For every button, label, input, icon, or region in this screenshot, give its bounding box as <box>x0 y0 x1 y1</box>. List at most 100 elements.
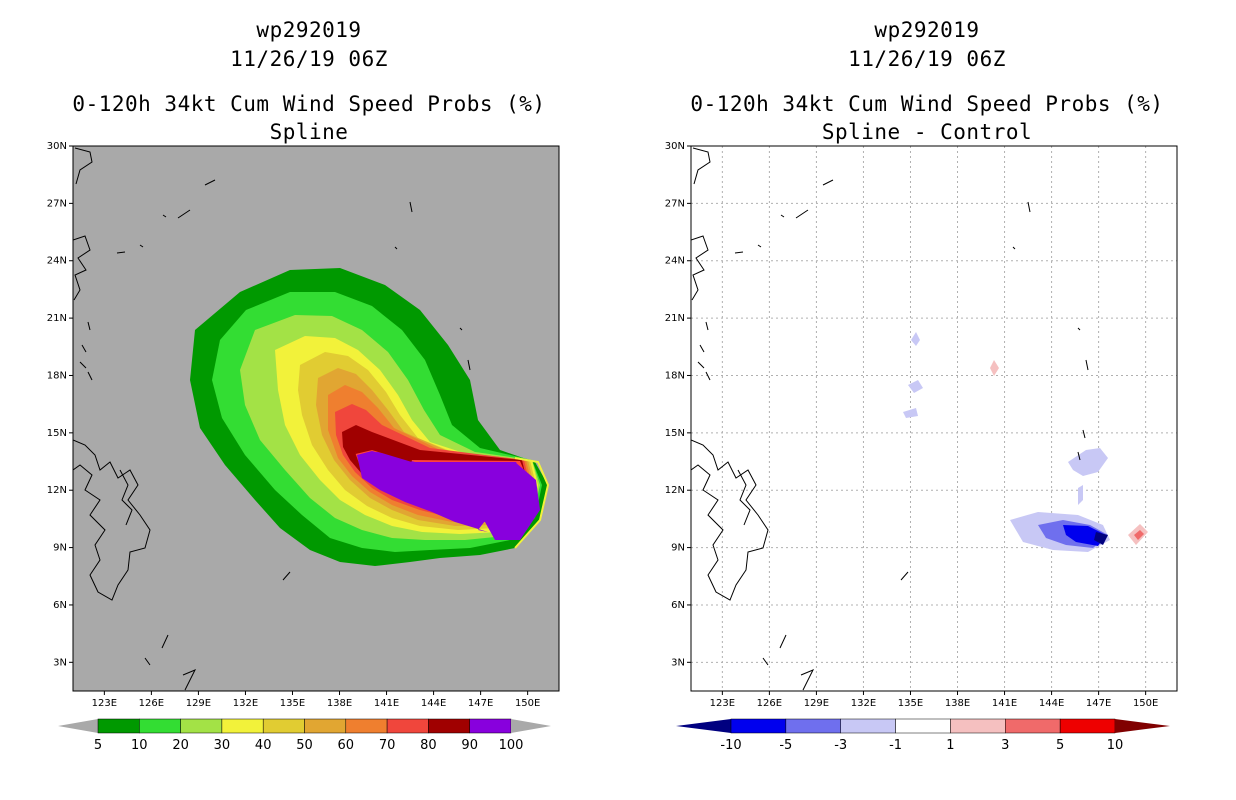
y-tick-label: 27N <box>47 198 67 209</box>
colorbar-box <box>895 718 951 734</box>
x-tick-label: 138E <box>327 698 352 709</box>
chart-title: 0-120h 34kt Cum Wind Speed Probs (%) <box>690 92 1164 116</box>
colorbar-label: 20 <box>172 738 189 753</box>
colorbar-boxes <box>97 718 512 734</box>
map-frame <box>72 145 560 692</box>
datetime: 11/26/19 06Z <box>848 47 1006 71</box>
probability-contours <box>73 147 550 691</box>
y-tick-label: 12N <box>665 485 685 496</box>
y-tick-label: 6N <box>671 600 685 611</box>
y-tick-label: 6N <box>53 600 67 611</box>
x-tick-label: 141E <box>374 698 399 709</box>
x-tick-label: 126E <box>757 698 782 709</box>
colorbar-box <box>97 718 140 734</box>
colorbar-label: 1 <box>946 738 954 753</box>
colorbar: 5 10 20 30 40 50 60 70 80 90 100 <box>58 718 551 753</box>
x-tick-label: 126E <box>139 698 164 709</box>
colorbar-left-arrow <box>58 719 98 733</box>
colorbar-label: 3 <box>1001 738 1009 753</box>
colorbar-label: 30 <box>214 738 231 753</box>
colorbar-labels: -10 -5 -3 -1 1 3 5 10 <box>720 738 1123 753</box>
right-map-svg: 123E 126E 129E 132E 135E 138E 141E 144E 147E 150E… <box>665 141 1178 753</box>
colorbar-label: -3 <box>834 738 847 753</box>
map-frame <box>690 145 1178 692</box>
y-tick-label: 3N <box>53 657 67 668</box>
y-tick-label: 9N <box>671 543 685 554</box>
colorbar-label: 70 <box>379 738 396 753</box>
difference-contours <box>691 147 1148 691</box>
colorbar-box <box>950 718 1006 734</box>
colorbar-box <box>345 718 388 734</box>
y-tick-label: 27N <box>665 198 685 209</box>
chart-subtitle: Spline - Control <box>821 120 1033 144</box>
colorbar-label: 10 <box>1107 738 1124 753</box>
x-tick-label: 147E <box>468 698 493 709</box>
colorbar: -10 -5 -3 -1 1 3 5 10 <box>676 718 1170 753</box>
y-tick-label: 9N <box>53 543 67 554</box>
colorbar-label: -1 <box>889 738 902 753</box>
diff-neg-small-2 <box>1078 485 1083 505</box>
colorbar-label: 80 <box>420 738 437 753</box>
left-map-svg: 123E 126E 129E 132E 135E 138E 141E 144E 147E 150E… <box>47 141 560 753</box>
colorbar-label: 50 <box>296 738 313 753</box>
coastlines <box>691 147 1089 691</box>
chart-title: 0-120h 34kt Cum Wind Speed Probs (%) <box>72 92 546 116</box>
map-background <box>691 146 1177 691</box>
colorbar-label: -10 <box>720 738 741 753</box>
right-panel: wp292019 11/26/19 06Z 0-120h 34kt Cum Wi… <box>618 0 1236 800</box>
y-tick-label: 30N <box>665 141 685 152</box>
x-tick-label: 141E <box>992 698 1017 709</box>
x-tick-label: 150E <box>1133 698 1158 709</box>
datetime: 11/26/19 06Z <box>230 47 388 71</box>
diff-neg-small-4 <box>908 380 923 393</box>
storm-id: wp292019 <box>256 18 362 42</box>
colorbar-label: -5 <box>779 738 792 753</box>
x-tick-label: 123E <box>92 698 117 709</box>
colorbar-box <box>1005 718 1061 734</box>
colorbar-box <box>221 718 264 734</box>
y-tick-label: 18N <box>47 370 67 381</box>
colorbar-label: 10 <box>131 738 148 753</box>
x-tick-label: 150E <box>515 698 540 709</box>
x-tick-label: 129E <box>186 698 211 709</box>
x-tick-label: 135E <box>280 698 305 709</box>
gridlines <box>691 145 1177 691</box>
y-tick-label: 30N <box>47 141 67 152</box>
colorbar-box <box>304 718 347 734</box>
x-tick-label: 129E <box>804 698 829 709</box>
diff-neg-small-5 <box>903 408 918 418</box>
left-panel: wp292019 11/26/19 06Z 0-120h 34kt Cum Wi… <box>47 18 560 753</box>
coastlines <box>73 147 471 691</box>
axis-ticks: 123E 126E 129E 132E 135E 138E 141E 144E 147E 150E… <box>665 141 1159 709</box>
colorbar-label: 40 <box>255 738 272 753</box>
colorbar-box <box>262 718 305 734</box>
x-tick-label: 138E <box>945 698 970 709</box>
contour-100-core <box>360 452 540 540</box>
colorbar-left-arrow <box>676 719 731 733</box>
chart-subtitle: Spline <box>269 120 349 144</box>
colorbar-box <box>730 718 787 734</box>
colorbar-right-arrow <box>1115 719 1170 733</box>
x-tick-label: 132E <box>233 698 258 709</box>
x-tick-label: 144E <box>421 698 446 709</box>
colorbar-box <box>785 718 841 734</box>
colorbar-labels: 5 10 20 30 40 50 60 70 80 90 100 <box>94 738 524 753</box>
diff-neg-10 <box>1094 532 1108 545</box>
x-tick-label: 147E <box>1086 698 1111 709</box>
contour-90-edge <box>354 445 413 462</box>
x-tick-label: 132E <box>851 698 876 709</box>
colorbar-box <box>428 718 470 734</box>
colorbar-boxes <box>730 718 1116 734</box>
x-tick-label: 123E <box>710 698 735 709</box>
y-tick-label: 24N <box>665 256 685 267</box>
storm-id: wp292019 <box>874 18 980 42</box>
colorbar-box <box>386 718 429 734</box>
colorbar-label: 5 <box>94 738 102 753</box>
colorbar-label: 90 <box>461 738 478 753</box>
colorbar-label: 60 <box>338 738 355 753</box>
colorbar-box <box>139 718 181 734</box>
contour-east-rim <box>514 457 550 549</box>
x-tick-label: 135E <box>898 698 923 709</box>
diff-pos-1 <box>990 360 999 376</box>
colorbar-box <box>469 718 512 734</box>
